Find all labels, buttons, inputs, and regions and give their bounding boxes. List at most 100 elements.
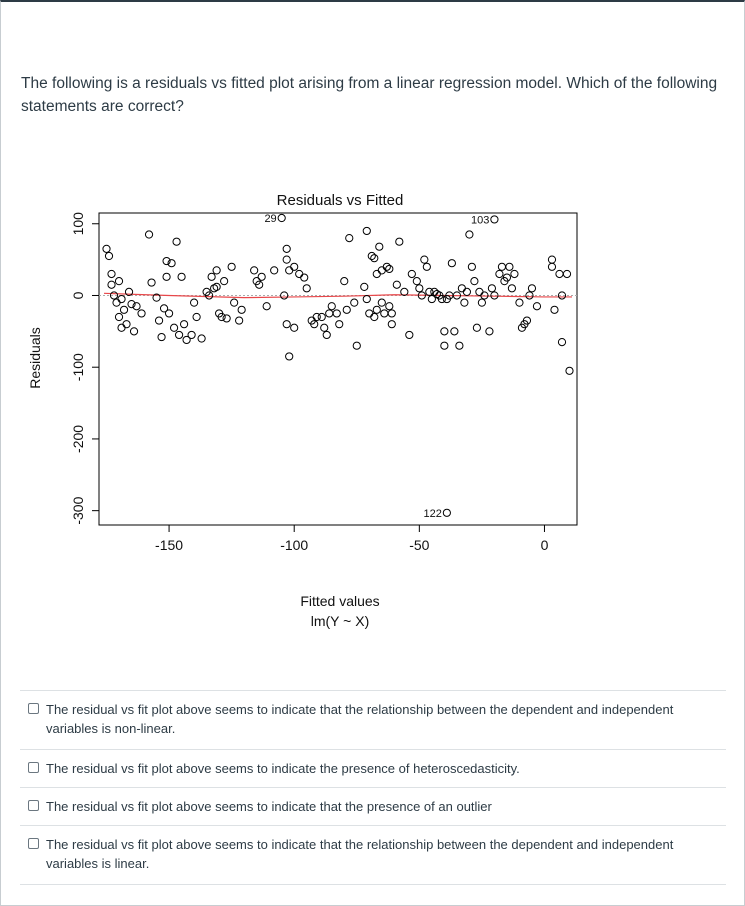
data-point xyxy=(372,269,381,279)
data-point xyxy=(547,262,557,271)
data-point xyxy=(114,277,124,286)
data-point xyxy=(557,338,567,347)
data-point xyxy=(280,291,289,300)
data-point xyxy=(112,298,121,307)
answer-option-2[interactable]: The residual vs fit plot above seems to … xyxy=(20,749,726,787)
data-point xyxy=(290,323,299,332)
chart-title: Residuals vs Fitted xyxy=(277,192,404,209)
data-point xyxy=(177,272,186,281)
data-point xyxy=(467,262,476,271)
answer-text-2: The residual vs fit plot above seems to … xyxy=(46,761,520,776)
answer-option-1[interactable]: The residual vs fit plot above seems to … xyxy=(20,690,726,749)
data-point xyxy=(522,316,532,325)
data-point xyxy=(487,284,497,293)
data-point xyxy=(352,341,361,350)
data-point xyxy=(300,273,309,282)
data-point xyxy=(460,298,469,307)
data-point xyxy=(174,330,184,340)
data-point xyxy=(480,291,489,300)
data-point xyxy=(362,226,371,236)
data-point xyxy=(437,294,446,304)
data-point xyxy=(350,298,359,307)
outlier-label: 103 xyxy=(471,214,489,226)
data-point xyxy=(550,305,559,314)
data-point xyxy=(157,332,166,342)
data-point xyxy=(187,330,196,340)
x-tick-label: -100 xyxy=(280,537,308,553)
y-tick-label: 0 xyxy=(70,291,86,299)
data-point xyxy=(117,323,126,332)
data-point xyxy=(317,312,326,322)
data-point xyxy=(285,352,294,361)
data-point xyxy=(152,293,161,302)
data-point xyxy=(505,262,514,271)
data-point xyxy=(107,280,116,289)
data-point xyxy=(380,309,389,318)
data-point xyxy=(212,282,221,291)
data-point xyxy=(322,330,331,340)
data-point xyxy=(342,305,351,314)
loess-smooth-line xyxy=(103,292,572,299)
data-point xyxy=(197,334,206,343)
data-point xyxy=(189,298,199,307)
residuals-vs-fitted-plot: Residuals vs Fitted Fitted values lm(Y ~… xyxy=(27,192,578,629)
data-point xyxy=(377,266,386,275)
data-point xyxy=(415,284,424,293)
data-point xyxy=(502,273,512,282)
data-point xyxy=(565,366,574,375)
data-point xyxy=(119,305,129,314)
data-point xyxy=(447,259,456,268)
data-point xyxy=(104,251,114,261)
data-point xyxy=(450,327,459,336)
data-point xyxy=(465,230,474,239)
outlier-point xyxy=(490,215,499,224)
data-point xyxy=(387,320,396,329)
data-point xyxy=(102,244,111,253)
data-point xyxy=(320,323,329,332)
data-point xyxy=(485,327,494,336)
data-point xyxy=(407,269,416,279)
data-point xyxy=(179,320,189,329)
data-point xyxy=(385,302,394,311)
data-point xyxy=(382,262,391,271)
data-point xyxy=(472,323,481,332)
checkbox-3[interactable] xyxy=(28,800,39,811)
outlier-point xyxy=(277,213,286,223)
data-point xyxy=(497,262,507,271)
data-point xyxy=(124,287,134,296)
data-point xyxy=(532,302,542,311)
answer-option-4[interactable]: The residual vs fit plot above seems to … xyxy=(20,825,726,885)
data-point xyxy=(405,330,414,340)
data-point xyxy=(510,269,519,279)
x-axis-label: Fitted values xyxy=(300,593,379,609)
data-point xyxy=(295,269,304,279)
data-point xyxy=(400,287,409,296)
data-point xyxy=(340,277,349,286)
data-point xyxy=(470,277,479,286)
x-tick-label: -150 xyxy=(155,537,183,553)
data-point xyxy=(164,309,174,318)
data-point xyxy=(302,284,311,293)
checkbox-4[interactable] xyxy=(28,838,39,849)
answer-option-3[interactable]: The residual vs fit plot above seems to … xyxy=(20,787,726,825)
data-point xyxy=(462,287,471,296)
data-point xyxy=(172,237,181,246)
data-point xyxy=(154,316,164,325)
y-tick-label: -200 xyxy=(70,425,86,453)
data-point xyxy=(367,251,376,261)
outlier-label: 122 xyxy=(424,508,442,520)
answer-text-4: The residual vs fit plot above seems to … xyxy=(46,837,674,871)
data-point xyxy=(427,294,436,304)
data-point xyxy=(235,316,244,325)
data-point xyxy=(217,312,226,322)
data-point xyxy=(270,266,279,275)
data-point xyxy=(205,291,214,300)
y-tick-label: -300 xyxy=(70,496,86,524)
data-point xyxy=(290,262,299,271)
data-point xyxy=(412,277,421,286)
data-point xyxy=(335,320,344,329)
data-point xyxy=(207,272,216,281)
checkbox-1[interactable] xyxy=(28,703,39,714)
checkbox-2[interactable] xyxy=(28,762,39,773)
y-tick-label: 100 xyxy=(70,212,86,236)
